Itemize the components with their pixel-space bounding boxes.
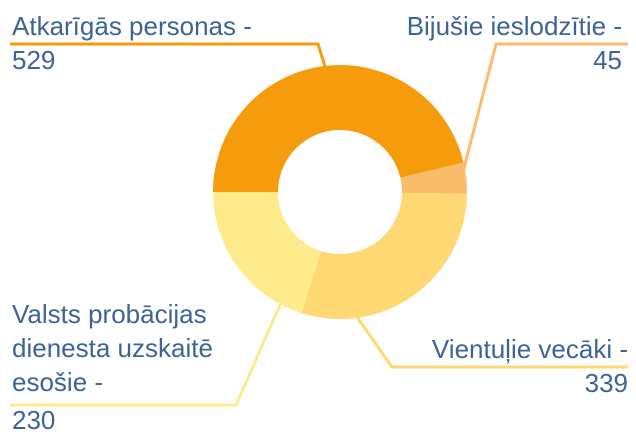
donut-segment — [301, 192, 467, 319]
label: Bijušie ieslodzītie - 45 — [407, 9, 622, 77]
value-label: 45 — [593, 45, 622, 75]
value-label: 529 — [12, 45, 56, 75]
leader-line — [10, 42, 328, 71]
label: Atkarīgās personas - 529 — [12, 9, 252, 77]
leader-lines — [10, 42, 628, 407]
leader-line — [350, 309, 628, 369]
category-label: Vientuļie vecāki - — [431, 334, 628, 364]
leader-line — [10, 295, 286, 407]
leader-line — [460, 42, 628, 177]
donut-segment — [213, 192, 322, 314]
donut-segment — [213, 65, 464, 192]
value-label: 339 — [584, 368, 628, 398]
label: Valsts probācijas dienesta uzskaitē esoš… — [12, 297, 262, 437]
donut-segment — [400, 162, 467, 194]
category-label: Valsts probācijas dienesta uzskaitē esoš… — [12, 299, 213, 397]
category-label: Bijušie ieslodzītie - — [406, 11, 622, 41]
category-label: Atkarīgās personas - — [12, 11, 252, 41]
label: Vientuļie vecāki - 339 — [432, 332, 628, 400]
value-label: 230 — [12, 405, 56, 435]
